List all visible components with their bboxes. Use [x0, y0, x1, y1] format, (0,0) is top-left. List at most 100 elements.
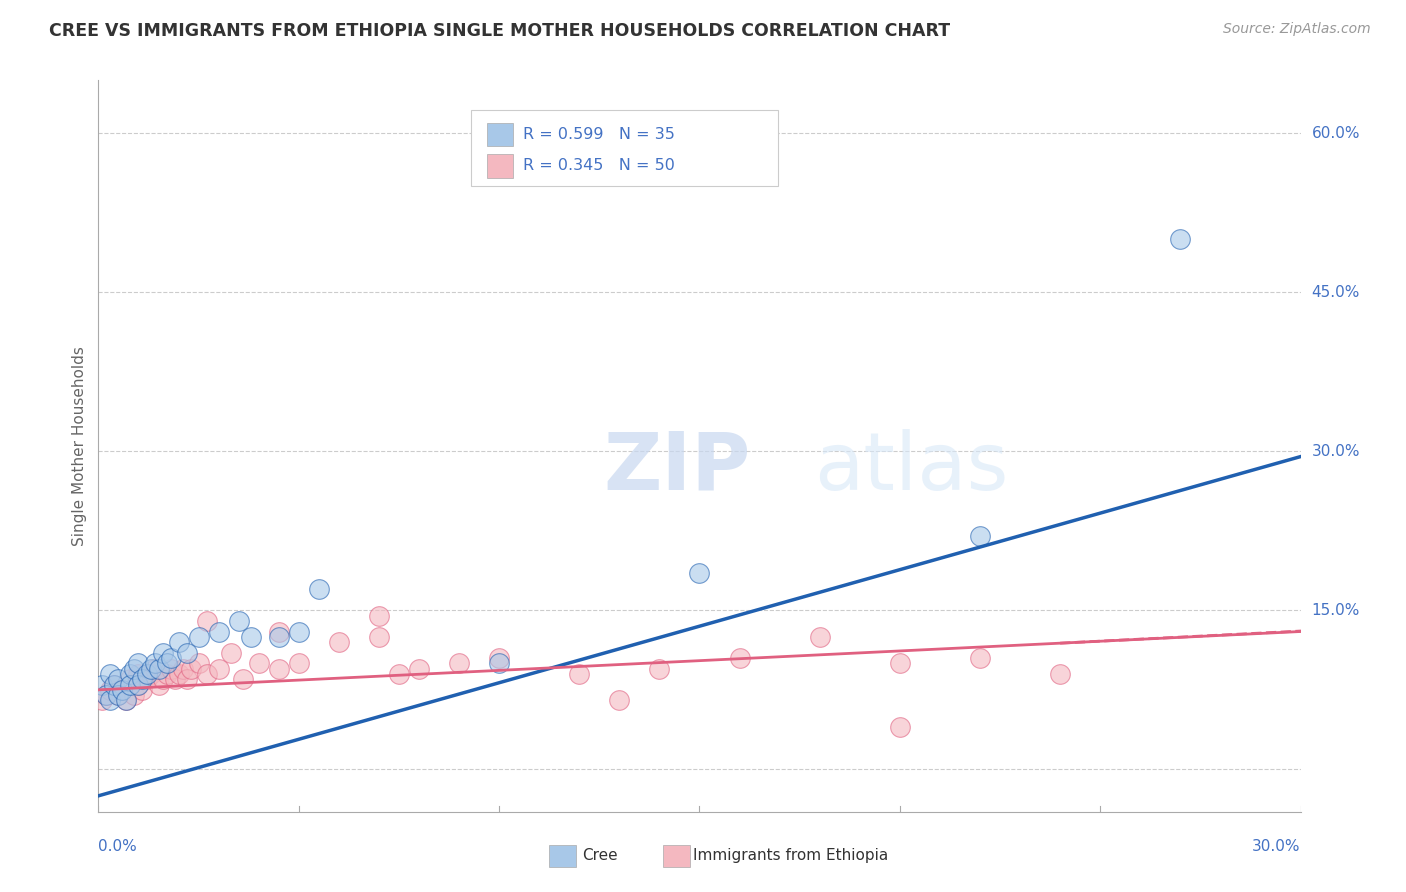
Point: [447, 657, 470, 671]
Point: [195, 667, 218, 681]
FancyBboxPatch shape: [471, 110, 778, 186]
Y-axis label: Single Mother Households: Single Mother Households: [72, 346, 87, 546]
Point: [267, 630, 290, 644]
Point: [115, 693, 138, 707]
Point: [120, 677, 142, 691]
Point: [648, 662, 671, 676]
Point: [96, 688, 118, 702]
Point: [195, 614, 218, 628]
Point: [120, 667, 142, 681]
Point: [135, 667, 157, 681]
FancyBboxPatch shape: [664, 845, 690, 867]
Point: [159, 662, 181, 676]
Point: [172, 662, 194, 676]
Point: [228, 614, 250, 628]
Point: [308, 582, 330, 596]
Point: [1049, 667, 1071, 681]
Point: [107, 688, 129, 702]
Point: [111, 682, 134, 697]
Point: [808, 630, 831, 644]
Point: [128, 667, 150, 681]
Point: [187, 630, 209, 644]
FancyBboxPatch shape: [486, 123, 513, 146]
Point: [180, 662, 202, 676]
Text: 0.0%: 0.0%: [98, 839, 138, 855]
Point: [120, 672, 142, 686]
Point: [131, 672, 153, 686]
Point: [155, 667, 177, 681]
Point: [163, 672, 186, 686]
Point: [969, 529, 991, 543]
Text: atlas: atlas: [814, 429, 1008, 507]
Point: [267, 624, 290, 639]
Text: 30.0%: 30.0%: [1253, 839, 1301, 855]
Point: [131, 682, 153, 697]
Point: [91, 677, 114, 691]
Point: [1170, 232, 1192, 246]
Text: R = 0.599   N = 35: R = 0.599 N = 35: [523, 127, 675, 142]
Text: Cree: Cree: [582, 848, 617, 863]
Point: [239, 630, 262, 644]
Point: [267, 662, 290, 676]
Point: [187, 657, 209, 671]
Point: [100, 667, 122, 681]
Point: [152, 672, 174, 686]
Point: [609, 693, 631, 707]
Point: [159, 651, 181, 665]
Point: [128, 677, 150, 691]
Point: [167, 635, 190, 649]
FancyBboxPatch shape: [550, 845, 575, 867]
Point: [288, 624, 311, 639]
Point: [107, 688, 129, 702]
Point: [152, 646, 174, 660]
Point: [208, 624, 231, 639]
Point: [408, 662, 430, 676]
Point: [115, 693, 138, 707]
Point: [103, 677, 125, 691]
Point: [107, 672, 129, 686]
Text: R = 0.345   N = 50: R = 0.345 N = 50: [523, 159, 675, 173]
Point: [135, 672, 157, 686]
FancyBboxPatch shape: [486, 154, 513, 178]
Point: [728, 651, 751, 665]
Point: [91, 693, 114, 707]
Point: [128, 677, 150, 691]
Point: [148, 677, 170, 691]
Point: [568, 667, 591, 681]
Text: Immigrants from Ethiopia: Immigrants from Ethiopia: [693, 848, 889, 863]
Point: [176, 646, 198, 660]
Point: [124, 688, 146, 702]
Point: [148, 662, 170, 676]
Point: [969, 651, 991, 665]
Point: [100, 693, 122, 707]
Point: [232, 672, 254, 686]
Point: [103, 677, 125, 691]
Point: [139, 662, 162, 676]
Point: [100, 682, 122, 697]
Text: 45.0%: 45.0%: [1312, 285, 1360, 300]
Point: [889, 657, 911, 671]
Point: [167, 667, 190, 681]
Point: [128, 657, 150, 671]
Point: [111, 682, 134, 697]
Point: [889, 720, 911, 734]
Point: [219, 646, 242, 660]
Point: [143, 662, 166, 676]
Point: [208, 662, 231, 676]
Point: [328, 635, 350, 649]
Text: ZIP: ZIP: [603, 429, 751, 507]
Text: 30.0%: 30.0%: [1312, 444, 1360, 458]
Point: [488, 651, 510, 665]
Point: [96, 688, 118, 702]
Point: [388, 667, 411, 681]
Point: [155, 657, 177, 671]
Point: [488, 657, 510, 671]
Point: [176, 672, 198, 686]
Text: 60.0%: 60.0%: [1312, 126, 1360, 141]
Point: [288, 657, 311, 671]
Point: [368, 630, 391, 644]
Text: 15.0%: 15.0%: [1312, 603, 1360, 618]
Point: [139, 667, 162, 681]
Point: [368, 608, 391, 623]
Point: [143, 657, 166, 671]
